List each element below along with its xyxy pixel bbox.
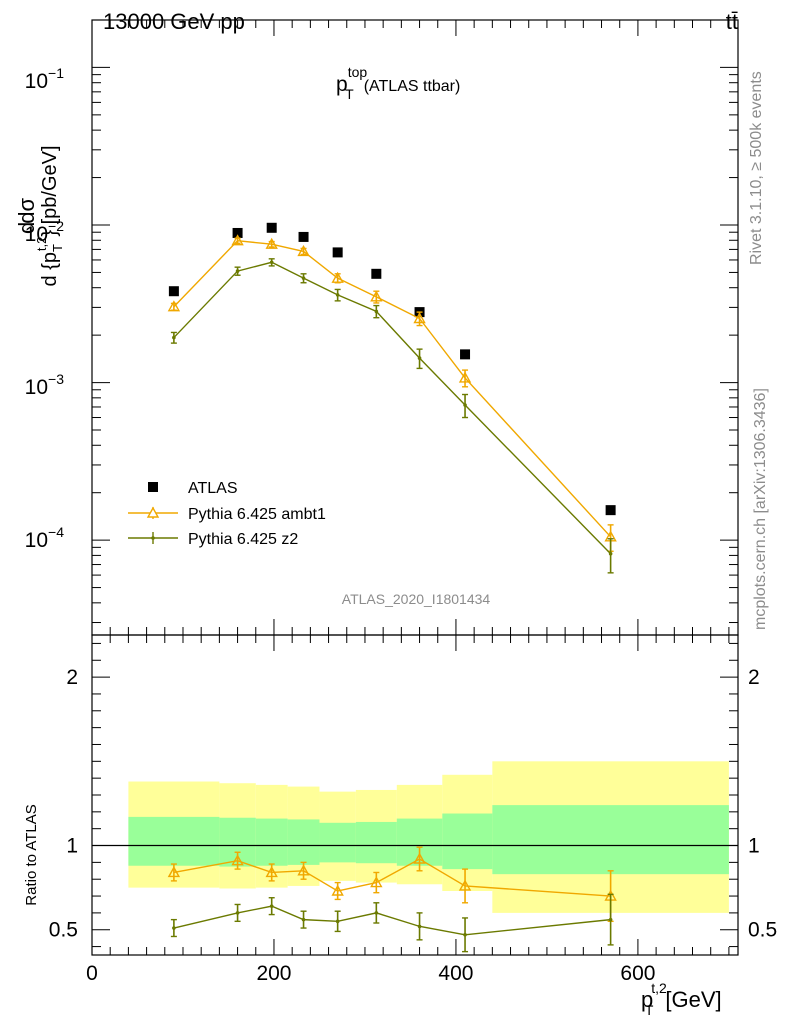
stat-uncertainty-band — [128, 816, 220, 866]
legend-marker — [151, 536, 155, 540]
top-y-axis-label: ddσ d {pTt,2} [pb/GeV] — [14, 145, 65, 286]
mc-point — [413, 312, 426, 324]
ratio-point — [297, 864, 310, 876]
energy-label: 13000 GeV pp — [103, 9, 245, 34]
xlabel-sub: T — [645, 1002, 654, 1018]
mc-point — [374, 309, 379, 314]
ytick-label-1e-4: 10−4 — [25, 524, 65, 552]
top-panel — [91, 19, 739, 636]
mc-point — [458, 371, 472, 383]
xlabel-main: p — [641, 987, 653, 1012]
ytick-label-1e-3: 10−3 — [25, 371, 65, 399]
x-tick-label: 0 — [86, 962, 98, 985]
ratio-point — [458, 879, 472, 891]
ratio-point — [463, 932, 467, 937]
ratio-y-tick-label: 0.5 — [49, 919, 78, 942]
mcplots-label: mcplots.cern.ch [arXiv:1306.3436] — [752, 388, 769, 630]
ratio-point — [167, 866, 181, 878]
ratio-point — [413, 852, 426, 864]
ratio-point — [331, 884, 344, 896]
ratio-point — [172, 926, 176, 930]
stat-uncertainty-band — [355, 821, 397, 864]
ratio-y-axis-label: Ratio to ATLAS — [23, 804, 40, 905]
legend-label: ATLAS — [188, 480, 238, 497]
atlas-data-point — [266, 222, 277, 233]
ratio-panel: 0.5 0.5 1 1 2 2 0 200 400 600 — [49, 634, 777, 985]
ratio-point — [301, 917, 306, 922]
atlas-data-point — [298, 231, 309, 242]
ratio-point — [417, 924, 422, 929]
mc-point — [608, 551, 613, 556]
legend-marker-atlas — [148, 482, 158, 492]
mc-point — [172, 335, 176, 340]
x-tick-label: 600 — [620, 962, 655, 985]
ratio-y-tick-label: 1 — [66, 835, 78, 858]
mc-point — [335, 293, 340, 297]
title-main: p — [336, 73, 348, 96]
mc-point — [370, 290, 383, 302]
mc-point — [301, 276, 306, 280]
atlas-data-point — [168, 286, 179, 297]
ratio-point — [235, 911, 240, 915]
mc-point — [297, 244, 310, 257]
mc-point — [417, 356, 422, 360]
mc-point — [231, 234, 244, 246]
svg-text:ddσ: ddσ — [14, 198, 39, 235]
mc-point — [265, 237, 278, 249]
mc-point — [167, 300, 181, 312]
mc-point — [235, 269, 240, 273]
mc-point — [463, 403, 467, 407]
x-axis-label: pt,2 T [GeV] — [641, 980, 722, 1018]
atlas-data-point — [371, 268, 382, 279]
stat-uncertainty-band — [255, 818, 288, 866]
title-sub: T — [345, 86, 354, 102]
ratio-y-tick-label-right: 1 — [748, 835, 760, 858]
svg-text:d {pTt,2} [pb/GeV]: d {pTt,2} [pb/GeV] — [34, 145, 65, 286]
ytick-label-1e-1: 10−1 — [25, 65, 65, 93]
top-y-tick-labels: 10−1 10−2 10−3 10−4 — [25, 65, 65, 552]
analysis-label: ATLAS_2020_I1801434 — [342, 591, 491, 607]
ratio-y-tick-label-right: 2 — [748, 666, 760, 689]
ratio-point — [265, 866, 278, 878]
ratio-point — [374, 911, 379, 915]
xlabel-sup: t,2 — [651, 980, 667, 996]
ratio-point — [269, 904, 274, 908]
atlas-data-point — [332, 247, 343, 258]
x-tick-label: 400 — [438, 962, 473, 985]
legend: ATLAS Pythia 6.425 ambt1 Pythia 6.425 z2 — [128, 480, 326, 548]
atlas-data-point — [605, 505, 616, 516]
ytick-label-1e-2: 10−2 — [25, 218, 65, 246]
title-sup: top — [348, 64, 368, 80]
stat-uncertainty-band — [442, 813, 493, 870]
ratio-point — [608, 917, 613, 922]
stat-uncertainty-band — [319, 822, 356, 863]
process-label: tt̄ — [726, 9, 738, 34]
title-suffix: (ATLAS ttbar) — [364, 78, 461, 95]
legend-label: Pythia 6.425 ambt1 — [188, 506, 326, 523]
x-tick-label: 200 — [256, 962, 291, 985]
atlas-data-point — [232, 227, 243, 238]
stat-uncertainty-band — [287, 819, 320, 865]
ratio-point — [231, 854, 244, 866]
rivet-label: Rivet 3.1.10, ≥ 500k events — [748, 71, 765, 265]
mc-point — [331, 271, 344, 283]
legend-marker — [146, 506, 160, 518]
ratio-y-tick-label-right: 0.5 — [748, 919, 777, 942]
mc-point — [269, 260, 274, 265]
ratio-point — [370, 876, 383, 888]
stat-uncertainty-band — [492, 805, 729, 875]
ratio-y-tick-label: 2 — [66, 666, 78, 689]
atlas-data-point — [460, 349, 471, 360]
xlabel-unit: [GeV] — [665, 987, 721, 1012]
legend-label: Pythia 6.425 z2 — [188, 531, 298, 548]
mc-series-line — [173, 239, 612, 538]
ratio-point — [335, 919, 340, 924]
chart-title: ptop T (ATLAS ttbar) — [336, 64, 460, 102]
